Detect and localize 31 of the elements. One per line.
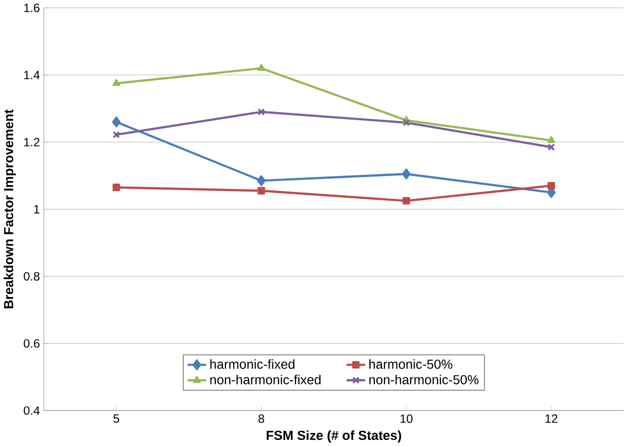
y-tick-label: 0.8 <box>24 272 40 280</box>
y-tick-label: 0.6 <box>24 339 40 348</box>
point <box>256 175 266 186</box>
legend-label: harmonic-fixed <box>210 359 294 369</box>
x-tick-label: 10 <box>400 414 412 423</box>
y-tick-label: 1 <box>34 205 40 214</box>
point <box>402 168 411 180</box>
point <box>112 184 120 192</box>
y-tick-label: 0.4 <box>24 406 40 415</box>
point <box>258 186 266 194</box>
y-tick-label: 1.6 <box>24 4 40 12</box>
x-tick-label: 5 <box>113 414 120 423</box>
x-tick-label: 8 <box>258 414 264 423</box>
point <box>257 64 266 71</box>
legend-label: non-harmonic-fixed <box>210 374 321 384</box>
point <box>112 116 121 128</box>
point <box>402 119 410 126</box>
point <box>548 182 556 190</box>
y-tick-label: 1.2 <box>24 138 40 146</box>
x-tick-label: 12 <box>546 414 558 423</box>
legend-label: non-harmonic-50% <box>369 374 478 384</box>
y-tick-label: 1.4 <box>24 70 40 80</box>
point <box>402 197 410 204</box>
point <box>258 108 265 116</box>
point <box>112 131 120 138</box>
y-axis-title: Breakdown Factor Improvement <box>4 109 16 308</box>
point <box>548 144 555 150</box>
x-axis-title: FSM Size (# of States) <box>266 430 402 442</box>
point <box>112 78 120 86</box>
legend-label: harmonic-50% <box>369 359 452 369</box>
point <box>547 136 556 143</box>
